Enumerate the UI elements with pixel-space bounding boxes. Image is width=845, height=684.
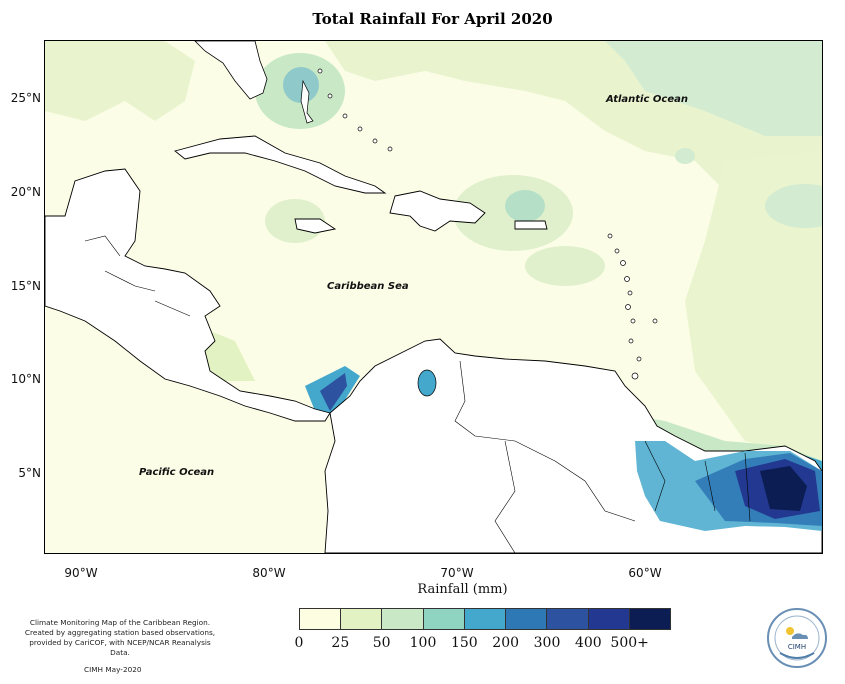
legend-tick-5: 200 <box>492 635 520 651</box>
legend-tick-1: 25 <box>331 635 350 651</box>
legend-swatch-0 <box>300 609 342 629</box>
rainfall-zone-small <box>675 148 695 164</box>
logo-text: CIMH <box>788 643 806 651</box>
legend-swatch-1 <box>341 609 383 629</box>
rainfall-zone-atlantic-ne <box>605 41 822 136</box>
legend-title: Rainfall (mm) <box>417 582 508 597</box>
lon-label-80w: 80°W <box>252 566 286 580</box>
lesser-antilles <box>607 233 658 380</box>
legend-colorbar <box>299 608 671 630</box>
rainfall-zone-east <box>685 151 822 461</box>
rainfall-map <box>45 41 822 553</box>
footer-date: CIMH May-2020 <box>84 665 142 674</box>
lat-label-10n: 10°N <box>10 372 41 386</box>
lon-label-90w: 90°W <box>64 566 98 580</box>
hispaniola-land <box>389 190 486 232</box>
map-panel <box>44 40 823 554</box>
cuba-land <box>174 135 387 194</box>
legend-swatch-7 <box>588 609 630 629</box>
jamaica-land <box>294 218 337 234</box>
legend-swatch-3 <box>423 609 465 629</box>
pacific-ocean-label: Pacific Ocean <box>139 467 215 478</box>
footer-line-2: Created by aggregating station based obs… <box>24 628 216 637</box>
legend-tick-3: 100 <box>409 635 437 651</box>
rainfall-zone-north <box>45 41 822 216</box>
lon-label-70w: 70°W <box>440 566 474 580</box>
fg-max-overlay <box>760 466 807 511</box>
legend-tick-0: 0 <box>294 635 304 651</box>
country-borders <box>454 360 751 553</box>
footer-line-1: Climate Monitoring Map of the Caribbean … <box>29 618 211 627</box>
rainfall-zone-panama-core <box>320 373 347 411</box>
legend-tick-2: 50 <box>372 635 391 651</box>
map-title: Total Rainfall For April 2020 <box>312 10 553 28</box>
caribbean-sea-label: Caribbean Sea <box>327 281 409 292</box>
lat-label-15n: 15°N <box>10 279 41 293</box>
cimh-logo: CIMH <box>767 608 827 668</box>
lat-label-20n: 20°N <box>10 185 41 199</box>
lat-label-25n: 25°N <box>10 91 41 105</box>
lat-label-5n: 5°N <box>18 466 41 480</box>
lake-maracaibo <box>417 369 437 397</box>
rainfall-zone-antilles <box>525 246 605 286</box>
sun-icon <box>786 627 794 635</box>
rainfall-zone-gulf <box>45 41 195 121</box>
footer-line-3: provided by CariCOF, with NCEP/NCAR Rean… <box>29 638 211 657</box>
footer-description: Climate Monitoring Map of the Caribbean … <box>20 618 220 658</box>
central-america-borders <box>84 235 191 317</box>
legend-tick-6: 300 <box>533 635 561 651</box>
legend-swatch-5 <box>506 609 548 629</box>
central-america-land <box>45 168 331 422</box>
atlantic-ocean-label: Atlantic Ocean <box>606 94 688 105</box>
bahamas-islands <box>300 68 393 152</box>
legend-swatch-2 <box>382 609 424 629</box>
legend-tick-8: 500+ <box>610 635 649 651</box>
legend-tick-4: 150 <box>450 635 478 651</box>
rainfall-zone-east-patch <box>765 184 822 228</box>
lon-label-60w: 60°W <box>628 566 662 580</box>
cloud-icon <box>792 633 808 639</box>
legend-tick-7: 400 <box>574 635 602 651</box>
legend-swatch-4 <box>464 609 507 629</box>
legend-swatch-6 <box>547 609 589 629</box>
rainfall-zone-pr-core <box>505 190 545 222</box>
rainfall-zone-bahamas-core <box>283 67 319 103</box>
florida-land <box>194 41 268 100</box>
puerto-rico-land <box>514 220 548 230</box>
legend-swatch-8 <box>629 609 670 629</box>
